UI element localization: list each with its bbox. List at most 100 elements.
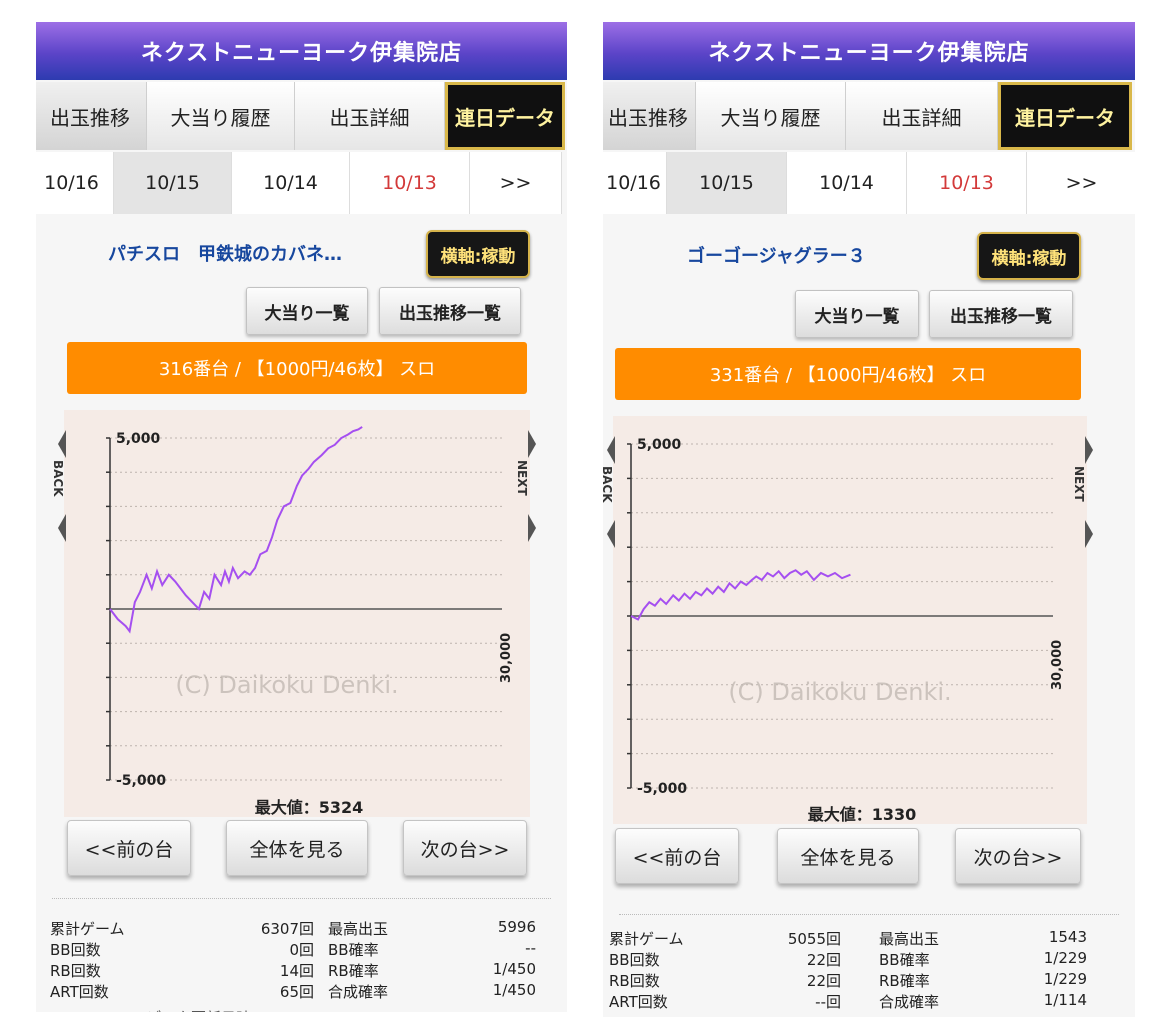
stat-label-2: 最高出玉 <box>328 920 389 938</box>
stat-value: --回 <box>815 993 841 1011</box>
back-label: BACK <box>603 466 614 503</box>
x-tick-label: 30,000 <box>499 633 514 683</box>
date-bar: 10/16 10/15 10/14 10/13 >> <box>603 152 1135 214</box>
stat-label: RB回数 <box>609 972 660 990</box>
stat-value-2: -- <box>525 939 536 957</box>
stat-value: 22回 <box>806 951 841 969</box>
divider <box>619 914 1119 915</box>
tab-jackpot-history[interactable]: 大当り履歴 <box>147 82 295 150</box>
next-label: NEXT <box>515 460 529 496</box>
date-10-13[interactable]: 10/13 <box>907 152 1027 214</box>
next-machine-button[interactable]: 次の台>> <box>955 828 1081 884</box>
tab-daily-data[interactable]: 連日データ <box>998 82 1132 150</box>
back-arrow-top <box>58 430 66 458</box>
y-tick-label-max: 5,000 <box>637 437 682 453</box>
date-10-14[interactable]: 10/14 <box>232 152 350 214</box>
update-time: データ更新日時：2024/10/16 10:25 <box>713 1014 967 1017</box>
next-arrow-top <box>528 430 536 458</box>
unit-banner: 331番台 / 【1000円/46枚】 スロ <box>615 348 1081 400</box>
stat-value-2: 1/229 <box>1043 949 1087 967</box>
stat-value: 65回 <box>279 983 314 1001</box>
stat-label-2: RB確率 <box>328 962 379 980</box>
stat-value: 14回 <box>279 962 314 980</box>
next-label: NEXT <box>1072 466 1086 502</box>
jackpot-list-button[interactable]: 大当り一覧 <box>246 287 368 335</box>
stat-label-2: BB確率 <box>328 941 379 959</box>
machine-name: ゴーゴージャグラー３ <box>687 246 866 267</box>
date-10-13[interactable]: 10/13 <box>350 152 470 214</box>
prev-machine-button[interactable]: <<前の台 <box>67 820 191 876</box>
back-label: BACK <box>51 460 65 497</box>
payout-graph: 5,000 -5,000 30,000 (C) Daikoku Denki. 最大値：1… <box>603 416 1093 824</box>
date-more-button[interactable]: >> <box>470 152 562 214</box>
stat-value-2: 1/114 <box>1043 991 1087 1009</box>
y-tick-label-max: 5,000 <box>116 431 161 447</box>
payout-series-line <box>630 569 851 621</box>
stat-label: ART回数 <box>50 983 109 1001</box>
date-10-15[interactable]: 10/15 <box>667 152 787 214</box>
prev-machine-button[interactable]: <<前の台 <box>615 828 739 884</box>
stat-value-2: 1/450 <box>492 960 536 978</box>
stat-value-2: 1/229 <box>1043 970 1087 988</box>
update-time: データ更新日時：2024/10/16 10:25 <box>146 1007 400 1012</box>
max-value-label: 最大値：1330 <box>808 805 917 824</box>
divider <box>52 898 551 899</box>
store-title: ネクストニューヨーク伊集院店 <box>36 22 567 80</box>
stat-label: 累計ゲーム <box>609 930 684 948</box>
x-tick-label: 30,000 <box>1050 640 1065 690</box>
stat-label-2: RB確率 <box>879 972 930 990</box>
stat-value-2: 1543 <box>1048 928 1087 946</box>
stat-label-2: 最高出玉 <box>879 930 940 948</box>
stat-label: ART回数 <box>609 993 668 1011</box>
date-10-16[interactable]: 10/16 <box>36 152 114 214</box>
jackpot-list-button[interactable]: 大当り一覧 <box>795 290 919 338</box>
tab-payout-trend[interactable]: 出玉推移 <box>36 82 147 150</box>
payout-series-line <box>109 426 363 634</box>
tab-bar: 出玉推移 大当り履歴 出玉詳細 連日データ <box>36 82 565 150</box>
date-10-16[interactable]: 10/16 <box>603 152 667 214</box>
next-arrow-top <box>1085 436 1093 464</box>
next-arrow-bottom <box>1085 520 1093 548</box>
axis-toggle-button[interactable]: 横軸:稼動 <box>426 230 530 278</box>
next-machine-button[interactable]: 次の台>> <box>403 820 527 876</box>
stat-value: 5055回 <box>787 930 841 948</box>
stat-label: 累計ゲーム <box>50 920 125 938</box>
payout-trend-list-button[interactable]: 出玉推移一覧 <box>929 290 1073 338</box>
store-title: ネクストニューヨーク伊集院店 <box>603 22 1135 80</box>
y-tick-label-min: -5,000 <box>116 773 166 789</box>
stat-value-2: 5996 <box>497 918 536 936</box>
screen-right: ネクストニューヨーク伊集院店 出玉推移 大当り履歴 出玉詳細 連日データ 10/… <box>603 22 1135 1017</box>
stat-value: 6307回 <box>260 920 314 938</box>
stat-label-2: 合成確率 <box>328 983 389 1001</box>
stat-label-2: BB確率 <box>879 951 930 969</box>
tab-bar: 出玉推移 大当り履歴 出玉詳細 連日データ <box>603 82 1133 150</box>
tab-payout-detail[interactable]: 出玉詳細 <box>295 82 445 150</box>
watermark: (C) Daikoku Denki. <box>728 678 951 706</box>
date-10-15[interactable]: 10/15 <box>114 152 232 214</box>
date-10-14[interactable]: 10/14 <box>787 152 907 214</box>
payout-graph: 5,000 -5,000 30,000 (C) Daikoku Denki. 最大値：5… <box>51 410 536 817</box>
stat-label-2: 合成確率 <box>879 993 940 1011</box>
axis-toggle-button[interactable]: 横軸:稼動 <box>977 232 1081 280</box>
stat-value: 0回 <box>289 941 314 959</box>
unit-banner: 316番台 / 【1000円/46枚】 スロ <box>67 342 527 394</box>
tab-payout-detail[interactable]: 出玉詳細 <box>846 82 998 150</box>
tab-daily-data[interactable]: 連日データ <box>445 82 565 150</box>
back-arrow-bottom <box>607 520 615 548</box>
machine-name: パチスロ 甲鉄城のカバネ… <box>108 244 342 265</box>
next-arrow-bottom <box>528 514 536 542</box>
tab-jackpot-history[interactable]: 大当り履歴 <box>696 82 846 150</box>
payout-chart: 5,000 -5,000 30,000 (C) Daikoku Denki. 最大値：1… <box>603 436 1093 824</box>
stat-label: BB回数 <box>609 951 660 969</box>
back-arrow-top <box>607 436 615 464</box>
max-value-label: 最大値：5324 <box>255 798 364 817</box>
payout-trend-list-button[interactable]: 出玉推移一覧 <box>379 287 521 335</box>
view-all-button[interactable]: 全体を見る <box>226 820 368 876</box>
date-bar: 10/16 10/15 10/14 10/13 >> <box>36 152 562 214</box>
date-more-button[interactable]: >> <box>1027 152 1135 214</box>
stat-label: RB回数 <box>50 962 101 980</box>
watermark: (C) Daikoku Denki. <box>175 671 398 699</box>
back-arrow-bottom <box>58 514 66 542</box>
view-all-button[interactable]: 全体を見る <box>777 828 919 884</box>
tab-payout-trend[interactable]: 出玉推移 <box>603 82 696 150</box>
